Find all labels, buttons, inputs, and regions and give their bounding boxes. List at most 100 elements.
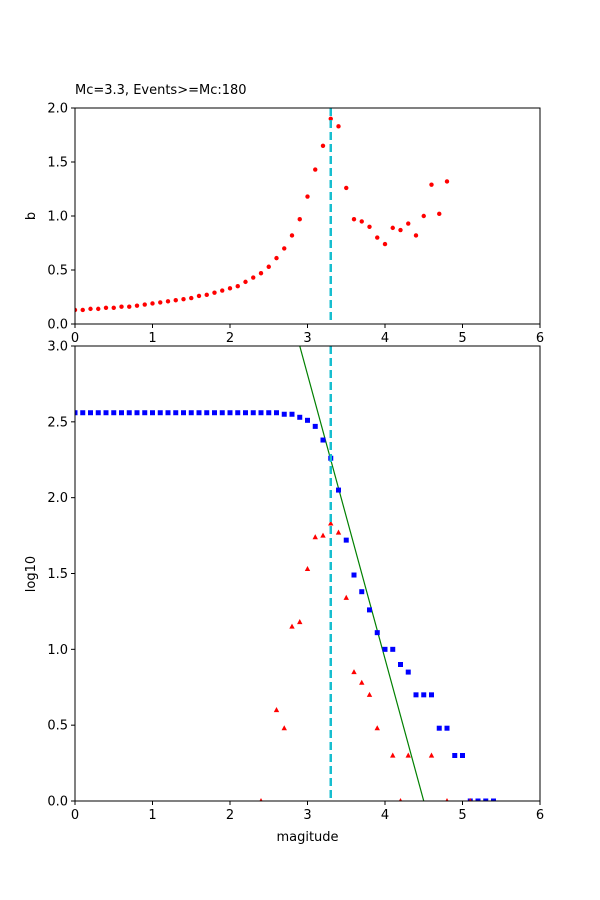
- y-tick-label: 2.0: [47, 491, 68, 506]
- noncumulative-count-point: [351, 669, 357, 675]
- b-value-point: [173, 298, 178, 303]
- cumulative-count-point: [266, 410, 272, 416]
- cumulative-count-point: [235, 410, 241, 416]
- noncumulative-count-point: [320, 532, 326, 538]
- b-value-point: [165, 299, 171, 304]
- x-tick-label: 5: [458, 331, 466, 346]
- noncumulative-count-point: [297, 619, 303, 625]
- b-value-point: [189, 295, 194, 301]
- cumulative-count-point: [80, 410, 86, 416]
- b-value-panel: Mc=3.3, Events>=Mc:180 0 1 2 3 4 5 6 0.0 0.5 1.0 1…: [24, 83, 544, 346]
- noncumulative-count-point: [428, 752, 435, 758]
- cumulative-count-point: [436, 725, 442, 731]
- cumulative-count-point: [119, 410, 124, 416]
- cumulative-count-point: [142, 410, 148, 416]
- bottom-plot-area: [75, 346, 496, 801]
- noncumulative-count-point: [374, 725, 380, 731]
- noncumulative-count-point: [359, 679, 365, 685]
- b-value-point: [444, 179, 450, 184]
- x-tick-label: 4: [381, 808, 389, 823]
- b-value-point: [406, 221, 411, 226]
- noncumulative-count-point: [259, 798, 263, 801]
- x-tick-label: 5: [458, 808, 466, 823]
- noncumulative-count-point: [328, 520, 334, 526]
- y-tick-label: 0.5: [47, 719, 68, 734]
- cumulative-count-point: [460, 753, 465, 758]
- cumulative-count-point: [421, 692, 427, 698]
- b-value-point: [181, 296, 186, 302]
- x-tick-label: 1: [148, 808, 156, 823]
- cumulative-count-point: [452, 753, 458, 758]
- x-tick-label: 2: [226, 808, 234, 823]
- noncumulative-count-point: [390, 752, 396, 758]
- x-tick-label: 0: [71, 331, 79, 346]
- cumulative-count-point: [367, 607, 372, 613]
- b-value-point: [344, 185, 349, 191]
- cumulative-count-point: [351, 572, 357, 578]
- b-value-point: [96, 306, 101, 312]
- frequency-marks: [75, 346, 496, 801]
- b-value-marks: [75, 108, 450, 324]
- noncumulative-count-point: [405, 752, 411, 758]
- cumulative-count-point: [173, 410, 179, 416]
- y-tick-label: 0.0: [47, 795, 68, 810]
- cumulative-count-point: [150, 410, 155, 416]
- cumulative-count-point: [95, 410, 101, 416]
- noncumulative-count-point: [281, 725, 287, 731]
- cumulative-count-point: [111, 410, 117, 416]
- b-value-point: [336, 124, 341, 129]
- cumulative-count-point: [390, 646, 396, 652]
- b-value-point: [398, 227, 403, 233]
- cumulative-count-point: [165, 410, 171, 416]
- noncumulative-count-point: [445, 798, 449, 801]
- frequency-ticks: 0 1 2 3 4 5 6 0.0 0.5 1.0 1.5 2.0 2.5 3.0: [47, 340, 544, 824]
- x-tick-label: 0: [71, 808, 79, 823]
- y-tick-label: 1.0: [47, 643, 68, 658]
- b-value-point: [80, 307, 85, 313]
- y-tick-label: 1.0: [47, 210, 68, 225]
- b-value-point: [289, 233, 295, 238]
- fit-line: [299, 346, 425, 801]
- b-value-point: [127, 304, 132, 309]
- b-value-point: [142, 302, 147, 307]
- cumulative-count-point: [289, 411, 295, 417]
- b-value-point: [437, 211, 442, 217]
- b-value-point: [227, 286, 233, 291]
- x-tick-label: 3: [303, 331, 311, 346]
- b-value-point: [220, 288, 225, 293]
- cumulative-count-point: [134, 410, 140, 416]
- cumulative-count-point: [281, 411, 287, 417]
- cumulative-count-point: [343, 537, 349, 543]
- cumulative-count-point: [204, 410, 210, 416]
- cumulative-count-point: [243, 410, 248, 416]
- x-tick-label: 6: [536, 331, 544, 346]
- cumulative-count-point: [274, 410, 279, 416]
- b-value-point: [251, 275, 256, 280]
- cumulative-count-point: [88, 410, 93, 416]
- b-value-point: [243, 279, 248, 285]
- b-value-point: [359, 219, 364, 224]
- cumulative-count-point: [320, 437, 326, 443]
- frequency-magnitude-panel: 0 1 2 3 4 5 6 0.0 0.5 1.0 1.5 2.0 2.5 3.0 magitude lo…: [24, 340, 544, 846]
- cumulative-count-point: [336, 487, 341, 493]
- cumulative-count-point: [305, 417, 310, 423]
- cumulative-count-point: [429, 692, 434, 698]
- cumulative-count-point: [405, 669, 411, 675]
- b-value-point: [375, 235, 380, 240]
- cumulative-count-point: [491, 798, 496, 801]
- x-tick-label: 2: [226, 331, 234, 346]
- top-panel-ylabel: b: [24, 212, 39, 220]
- y-tick-label: 1.5: [47, 567, 68, 582]
- cumulative-count-point: [413, 692, 419, 698]
- x-tick-label: 1: [148, 331, 156, 346]
- b-value-point: [204, 292, 209, 298]
- b-value-point: [119, 304, 124, 309]
- cumulative-count-point: [157, 410, 163, 416]
- x-tick-label: 4: [381, 331, 389, 346]
- b-value-point: [258, 271, 264, 276]
- y-tick-label: 2.5: [47, 415, 68, 430]
- noncumulative-count-point: [289, 623, 295, 629]
- b-value-point: [212, 290, 217, 295]
